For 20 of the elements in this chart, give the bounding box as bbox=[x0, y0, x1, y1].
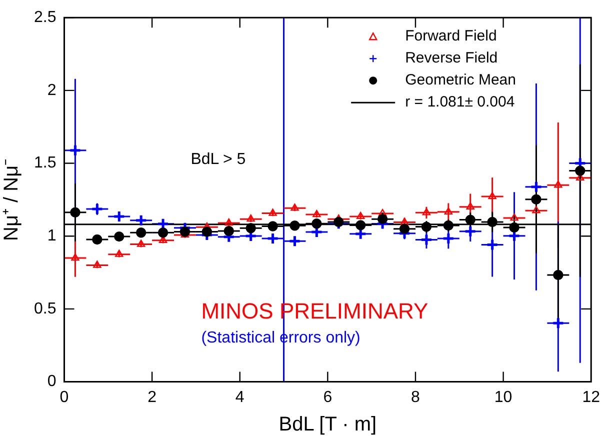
x-tick-label: 0 bbox=[60, 388, 69, 406]
y-tick-label: 0 bbox=[47, 373, 56, 390]
y-tick-label: 2.5 bbox=[34, 9, 56, 26]
y-tick-label: 0.5 bbox=[34, 300, 56, 318]
y-axis-title: Nμ⁺ / Nμ⁻ bbox=[0, 158, 23, 242]
x-tick-label: 4 bbox=[235, 388, 244, 406]
x-tick-label: 10 bbox=[494, 388, 512, 406]
legend-label: Geometric Mean bbox=[405, 72, 516, 89]
x-axis-title: BdL [T · m] bbox=[278, 414, 377, 436]
annotation: BdL > 5 bbox=[190, 151, 246, 168]
legend-label: Reverse Field bbox=[405, 50, 498, 67]
legend-label: r = 1.081± 0.004 bbox=[405, 94, 515, 111]
y-tick-label: 2 bbox=[47, 82, 56, 99]
legend-label: Forward Field bbox=[405, 28, 497, 45]
x-tick-label: 8 bbox=[411, 388, 420, 406]
x-tick-label: 12 bbox=[582, 388, 600, 406]
x-tick-label: 6 bbox=[323, 388, 332, 406]
y-tick-label: 1 bbox=[47, 228, 56, 245]
y-tick-label: 1.5 bbox=[34, 154, 56, 172]
x-tick-label: 2 bbox=[148, 388, 157, 406]
